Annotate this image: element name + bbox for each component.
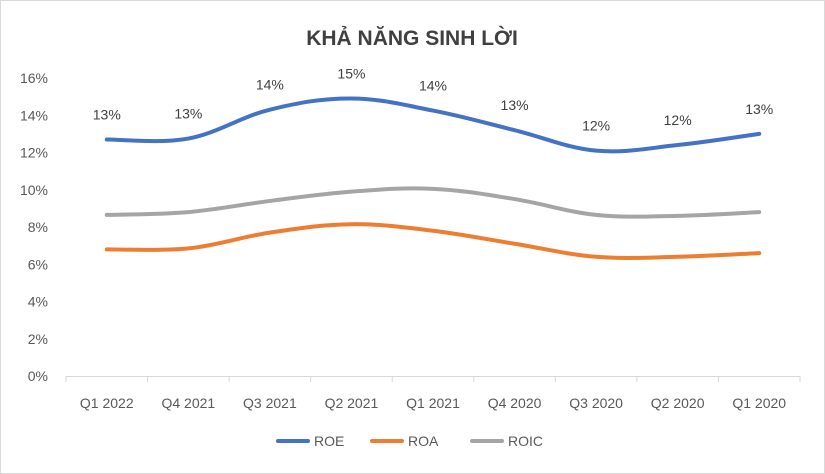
series-line-roic <box>104 186 762 219</box>
legend-label: ROA <box>408 433 439 449</box>
y-tick-label: 8% <box>28 219 48 235</box>
roe-data-label: 13% <box>745 101 773 117</box>
y-tick-label: 0% <box>28 368 48 384</box>
roe-data-label: 15% <box>337 65 365 81</box>
legend-item-roa: ROA <box>370 433 439 449</box>
x-tick-label: Q4 2021 <box>161 395 215 411</box>
chart-title: KHẢ NĂNG SINH LỜI <box>306 26 518 50</box>
roe-data-label: 13% <box>93 106 121 122</box>
x-tick-label: Q3 2021 <box>243 395 297 411</box>
roe-data-label: 12% <box>664 112 692 128</box>
y-tick-label: 2% <box>28 331 48 347</box>
legend-item-roe: ROE <box>276 433 344 449</box>
x-tick-label: Q3 2020 <box>569 395 623 411</box>
roe-data-label: 14% <box>419 78 447 94</box>
y-tick-label: 4% <box>28 294 48 310</box>
legend-item-roic: ROIC <box>470 433 543 449</box>
y-axis: 0% 2% 4% 6% 8% 10% 12% 14% 16% <box>20 70 48 384</box>
x-tick-label: Q4 2020 <box>488 395 542 411</box>
series-line-roe <box>104 96 762 154</box>
y-tick-label: 10% <box>20 182 48 198</box>
y-tick-label: 12% <box>20 145 48 161</box>
series-line-roa <box>104 222 762 261</box>
y-tick-label: 14% <box>20 107 48 123</box>
roe-data-label: 13% <box>174 106 202 122</box>
x-tick-label: Q1 2021 <box>406 395 460 411</box>
legend-label: ROIC <box>508 433 543 449</box>
x-tick-label: Q1 2020 <box>732 395 786 411</box>
series-layer <box>104 96 762 261</box>
x-tick-label: Q2 2021 <box>325 395 379 411</box>
roe-data-label: 12% <box>582 118 610 134</box>
x-tick-label: Q2 2020 <box>651 395 705 411</box>
x-tick-label: Q1 2022 <box>80 395 134 411</box>
y-tick-label: 6% <box>28 256 48 272</box>
roe-data-label: 14% <box>256 77 284 93</box>
roe-data-label: 13% <box>501 97 529 113</box>
legend: ROE ROA ROIC <box>276 433 543 449</box>
x-axis: Q1 2022 Q4 2021 Q3 2021 Q2 2021 Q1 2021 Q4 20… <box>65 376 801 411</box>
legend-label: ROE <box>314 433 344 449</box>
data-label-layer: 13% 13% 14% 15% 14% 13% 12% 12% 13% <box>93 65 773 133</box>
y-tick-label: 16% <box>20 70 48 86</box>
